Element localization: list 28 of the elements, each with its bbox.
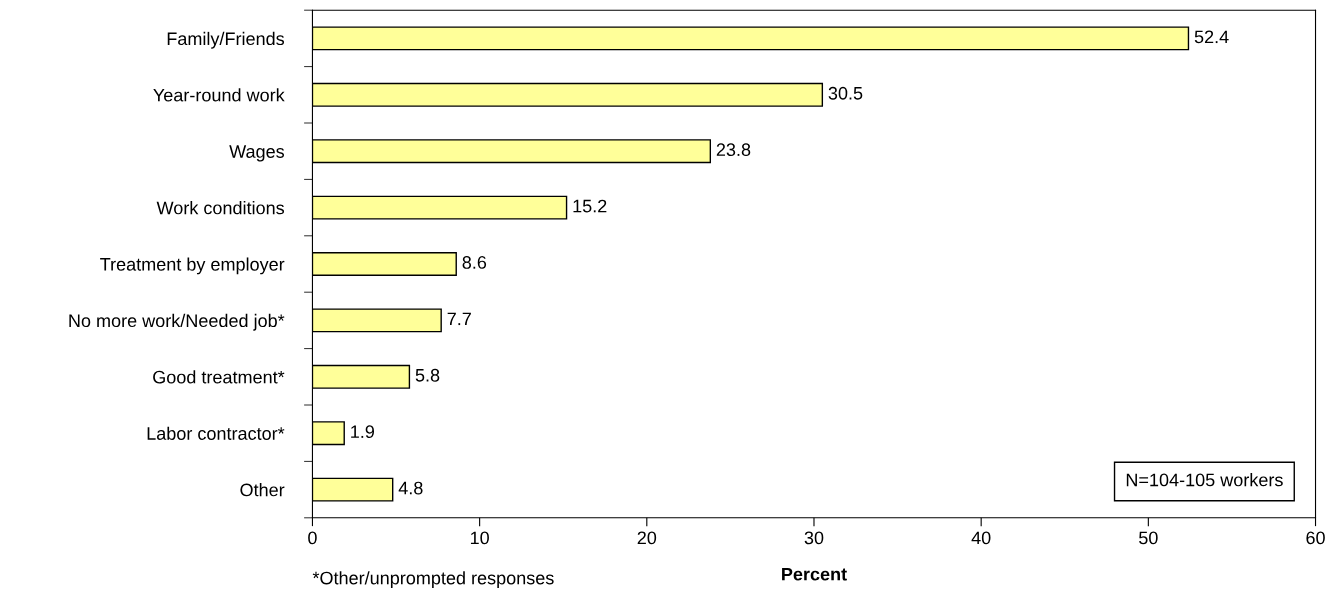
x-tick-label: 10 xyxy=(470,531,489,545)
y-tick-label: Other xyxy=(240,483,285,497)
data-label: 52.4 xyxy=(1194,30,1229,44)
annotation: N=104-105 workers xyxy=(1126,473,1283,487)
y-tick-label: Wages xyxy=(229,145,285,162)
data-label: 15.2 xyxy=(573,199,607,213)
y-tick-label: Good treatment* xyxy=(153,370,285,384)
data-label: 30.5 xyxy=(828,86,863,100)
y-tick-label: Year-round work xyxy=(153,88,285,102)
x-tick-label: 50 xyxy=(1139,531,1158,545)
data-label: 1.9 xyxy=(351,425,375,439)
y-tick-label: No more work/Needed job* xyxy=(69,313,285,331)
data-label: 7.7 xyxy=(447,312,471,326)
y-tick-label: Family/Friends xyxy=(167,31,285,49)
x-tick-label: 60 xyxy=(1306,531,1325,545)
x-axis-title: Percent xyxy=(782,567,847,581)
text: *Other/unprompted responses xyxy=(312,571,554,588)
y-tick-label: Work conditions xyxy=(156,201,285,215)
x-tick-label: 40 xyxy=(971,531,991,545)
data-label: 4.8 xyxy=(398,481,423,495)
x-tick-label: 20 xyxy=(637,531,657,545)
data-label: 23.8 xyxy=(716,143,751,157)
data-label: 8.6 xyxy=(462,256,487,269)
x-tick-label: 30 xyxy=(804,531,824,545)
x-tick-label: 0 xyxy=(308,531,317,545)
data-label: 5.8 xyxy=(415,368,440,382)
y-tick-label: Labor contractor* xyxy=(147,426,285,440)
y-tick-label: Treatment by employer xyxy=(100,257,285,275)
